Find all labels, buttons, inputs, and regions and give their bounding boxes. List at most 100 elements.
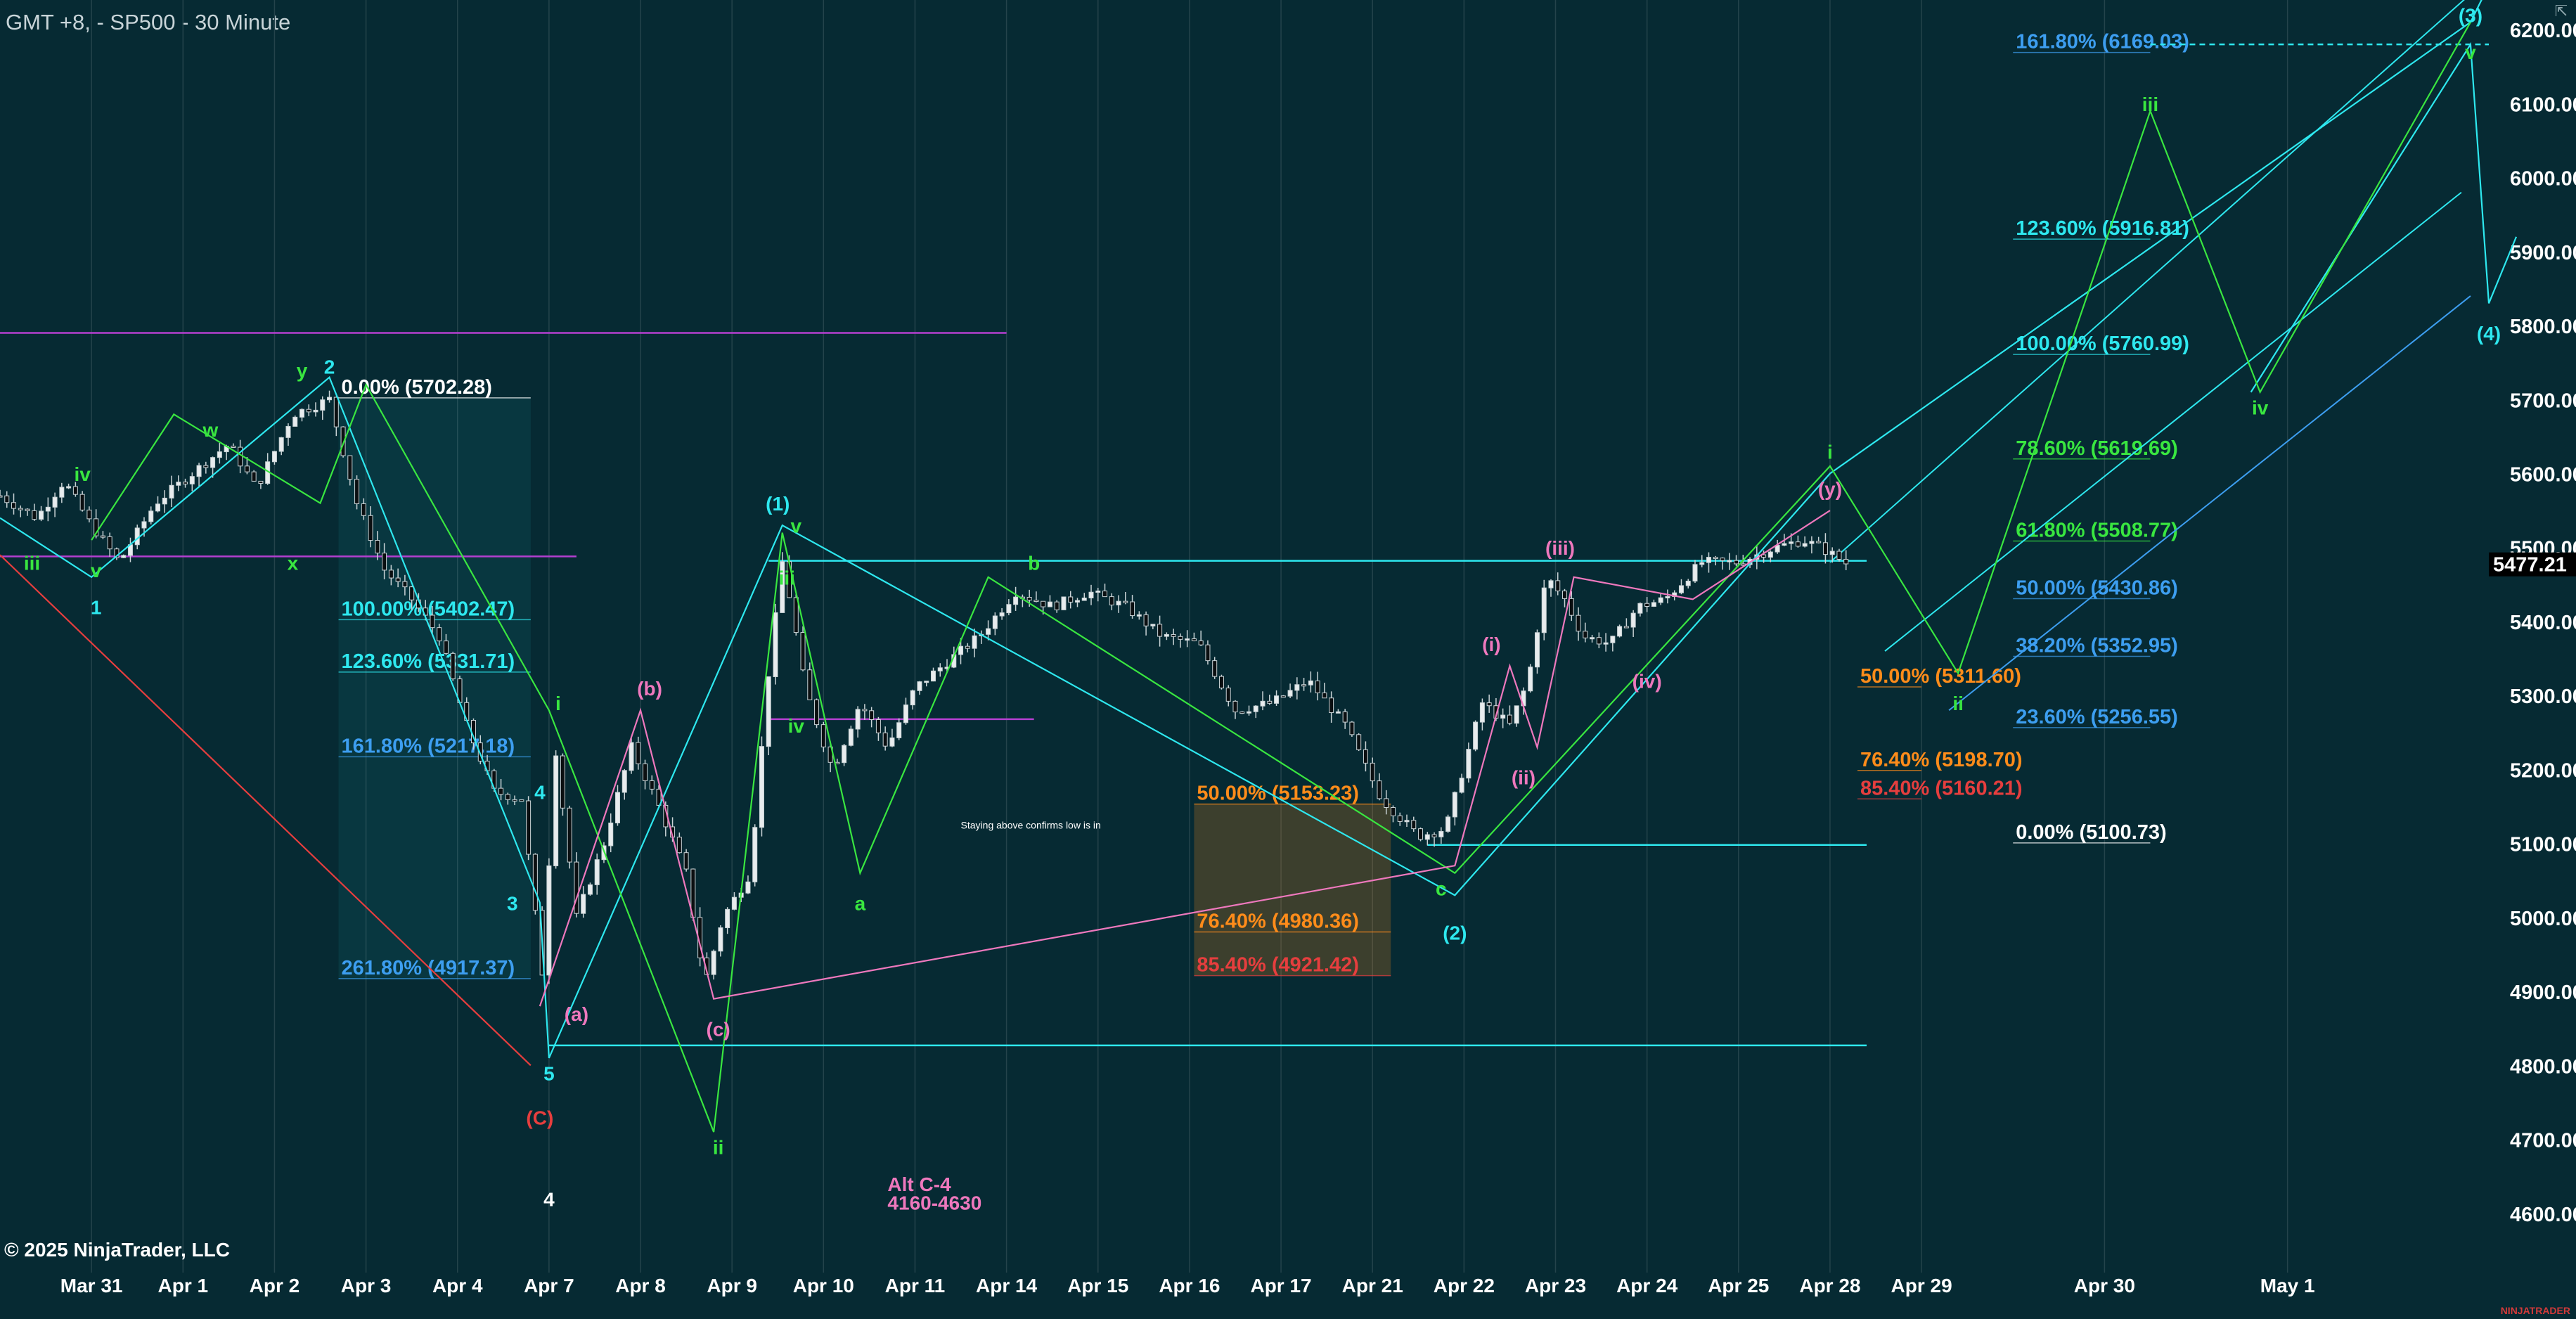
candle-body [66, 486, 72, 489]
candle-body [1287, 690, 1293, 697]
wave-label: 4 [534, 782, 546, 804]
y-tick-label: 6100.00 [2510, 94, 2576, 116]
fib-level-label: 61.80% (5508.77) [2016, 519, 2178, 541]
trend-channel-line [1829, 0, 2465, 563]
y-tick-label: 5400.00 [2510, 612, 2576, 634]
candle-body [1459, 778, 1464, 793]
candle-body [1761, 554, 1767, 558]
candle-body [958, 645, 964, 655]
candle-body [189, 476, 195, 484]
candle-body [477, 742, 483, 762]
candle-body [546, 865, 552, 976]
x-tick-label: Apr 30 [2074, 1275, 2135, 1297]
candle-body [1322, 692, 1327, 699]
wave-label: iii [779, 567, 795, 588]
candle-body [1843, 558, 1849, 565]
candle-body [1301, 684, 1307, 687]
candle-body [992, 615, 998, 629]
candle-body [1514, 705, 1519, 724]
x-tick-label: Apr 22 [1434, 1275, 1495, 1297]
candle-body [498, 787, 504, 795]
candle-body [532, 854, 538, 911]
fib-level-label: 161.80% (6169.03) [2016, 31, 2189, 53]
candle-body [1102, 591, 1108, 598]
candle-body [1116, 600, 1121, 605]
y-tick-label: 5200.00 [2510, 759, 2576, 782]
candle-body [1041, 600, 1046, 607]
fib-level-label: 261.80% (4917.37) [342, 957, 515, 979]
candle-body [210, 457, 216, 468]
wave-label: i [1827, 441, 1833, 463]
y-tick-label: 5800.00 [2510, 316, 2576, 338]
candle-body [134, 527, 140, 546]
x-tick-label: Apr 4 [432, 1275, 483, 1297]
candle-body [1411, 820, 1417, 830]
candle-body [196, 465, 202, 477]
candle-body [299, 408, 304, 418]
wave-label: v [790, 515, 801, 537]
x-tick-label: Apr 15 [1067, 1275, 1128, 1297]
candle-body [1782, 543, 1787, 546]
candle-body [614, 792, 620, 823]
candle-body [231, 445, 236, 448]
candle-body [1617, 626, 1623, 637]
candle-body [72, 486, 78, 495]
candle-body [519, 799, 524, 802]
candle-body [244, 465, 250, 472]
candle-body [1081, 597, 1087, 601]
wave-label: 3 [507, 892, 518, 914]
y-tick-label: 4800.00 [2510, 1055, 2576, 1078]
brand-logo: NINJATRADER [2500, 1305, 2570, 1316]
collapse-arrow-icon[interactable]: ⇱ [2554, 3, 2568, 20]
fib-level-label: 78.60% (5619.69) [2016, 437, 2178, 460]
wave-label: (C) [526, 1107, 553, 1129]
candle-body [1390, 806, 1396, 816]
candle-body [1486, 702, 1492, 707]
candle-body [258, 480, 264, 484]
candle-body [1734, 560, 1739, 565]
candle-body [745, 881, 751, 894]
candle-body [1431, 834, 1437, 837]
candle-body [1809, 541, 1815, 544]
wave-label: (4) [2477, 323, 2501, 345]
fib-level-label: 85.40% (4921.42) [1197, 954, 1359, 977]
candle-body [1047, 601, 1052, 607]
candle-body [636, 742, 641, 764]
candle-body [409, 586, 415, 600]
candle-body [141, 521, 147, 529]
fib-level-label: 50.00% (5311.60) [1860, 665, 2021, 688]
candle-body [848, 728, 854, 746]
candle-body [1789, 541, 1794, 544]
candle-body [1452, 792, 1457, 818]
candle-body [608, 822, 614, 847]
candle-body [1397, 815, 1403, 822]
candle-body [972, 635, 977, 649]
candle-body [1178, 636, 1183, 640]
candle-body [11, 502, 17, 509]
wave-label: 4160-4630 [887, 1192, 981, 1214]
x-tick-label: Apr 25 [1708, 1275, 1769, 1297]
candle-body [1315, 680, 1320, 693]
chart-title: GMT +8, - SP500 - 30 Minute [6, 10, 291, 34]
wave-label: v [2465, 41, 2476, 63]
x-tick-label: Apr 10 [793, 1275, 854, 1297]
fib-level-label: 161.80% (5217.18) [342, 735, 515, 757]
wave-label: iv [74, 463, 91, 485]
annotation-text: Staying above confirms low is in [961, 820, 1101, 831]
candle-body [1678, 585, 1684, 593]
x-tick-label: Apr 8 [615, 1275, 666, 1297]
candle-body [1370, 762, 1375, 782]
trend-channel-line [1948, 295, 2471, 712]
candle-body [917, 681, 922, 691]
candle-body [1198, 640, 1204, 645]
candle-body [1205, 644, 1211, 662]
candle-body [1534, 632, 1540, 668]
fib-level-label: 38.20% (5352.95) [2016, 634, 2178, 657]
candle-body [594, 859, 600, 885]
candle-body [1349, 721, 1355, 735]
candle-body [169, 484, 174, 498]
candle-body [622, 770, 627, 793]
x-tick-label: Apr 17 [1250, 1275, 1311, 1297]
candle-body [1418, 828, 1424, 840]
